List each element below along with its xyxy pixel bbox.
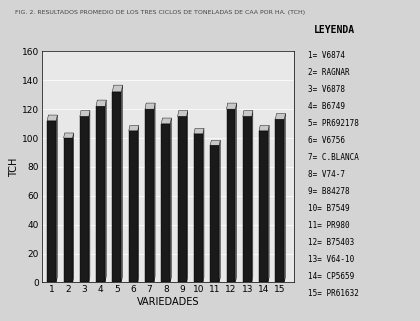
Polygon shape [63, 133, 73, 138]
Polygon shape [129, 131, 138, 282]
Text: 5= PR692178: 5= PR692178 [308, 119, 359, 128]
Polygon shape [284, 114, 286, 282]
Polygon shape [194, 128, 204, 134]
Polygon shape [113, 85, 123, 92]
Polygon shape [47, 121, 56, 282]
Text: 2= RAGNAR: 2= RAGNAR [308, 68, 350, 77]
Text: 10= B7549: 10= B7549 [308, 204, 350, 213]
Polygon shape [252, 110, 253, 282]
Polygon shape [259, 131, 268, 282]
Polygon shape [186, 110, 188, 282]
Polygon shape [268, 126, 269, 282]
Polygon shape [194, 134, 203, 282]
Polygon shape [73, 133, 74, 282]
Polygon shape [259, 126, 269, 131]
Polygon shape [178, 110, 188, 117]
Text: 1= V6874: 1= V6874 [308, 51, 345, 60]
Polygon shape [161, 124, 171, 282]
Polygon shape [63, 138, 73, 282]
Text: 14= CP5659: 14= CP5659 [308, 272, 354, 281]
Polygon shape [145, 109, 154, 282]
Polygon shape [226, 103, 236, 109]
Polygon shape [210, 145, 219, 282]
Polygon shape [80, 110, 90, 117]
Polygon shape [203, 128, 204, 282]
Polygon shape [80, 117, 89, 282]
Text: FIG. 2. RESULTADOS PROMEDIO DE LOS TRES CICLOS DE TONELADAS DE CAA POR HA. (TCH): FIG. 2. RESULTADOS PROMEDIO DE LOS TRES … [15, 10, 304, 15]
Polygon shape [56, 115, 58, 282]
Polygon shape [210, 141, 220, 145]
Polygon shape [161, 118, 171, 124]
Polygon shape [96, 100, 106, 106]
Polygon shape [113, 92, 121, 282]
Text: 12= B75403: 12= B75403 [308, 238, 354, 247]
Text: 3= V6878: 3= V6878 [308, 85, 345, 94]
Text: 6= V6756: 6= V6756 [308, 136, 345, 145]
X-axis label: VARIEDADES: VARIEDADES [137, 297, 199, 307]
Polygon shape [276, 119, 284, 282]
Text: 13= V64-10: 13= V64-10 [308, 255, 354, 264]
Polygon shape [243, 117, 252, 282]
Polygon shape [129, 126, 139, 131]
Polygon shape [154, 103, 155, 282]
Text: 4= B6749: 4= B6749 [308, 102, 345, 111]
Polygon shape [89, 110, 90, 282]
Polygon shape [96, 106, 105, 282]
Text: LEYENDA: LEYENDA [314, 25, 355, 35]
Text: 11= PR980: 11= PR980 [308, 221, 350, 230]
Text: 9= B84278: 9= B84278 [308, 187, 350, 196]
Polygon shape [178, 117, 186, 282]
Polygon shape [138, 126, 139, 282]
Text: 8= V74-7: 8= V74-7 [308, 170, 345, 179]
Polygon shape [47, 115, 58, 121]
Y-axis label: TCH: TCH [9, 157, 19, 177]
Polygon shape [219, 141, 220, 282]
Polygon shape [105, 100, 106, 282]
Polygon shape [121, 85, 123, 282]
Polygon shape [276, 114, 286, 119]
Polygon shape [243, 110, 253, 117]
Text: 15= PR61632: 15= PR61632 [308, 289, 359, 298]
Text: 7= C.BLANCA: 7= C.BLANCA [308, 153, 359, 162]
Polygon shape [145, 103, 155, 109]
Polygon shape [226, 109, 236, 282]
